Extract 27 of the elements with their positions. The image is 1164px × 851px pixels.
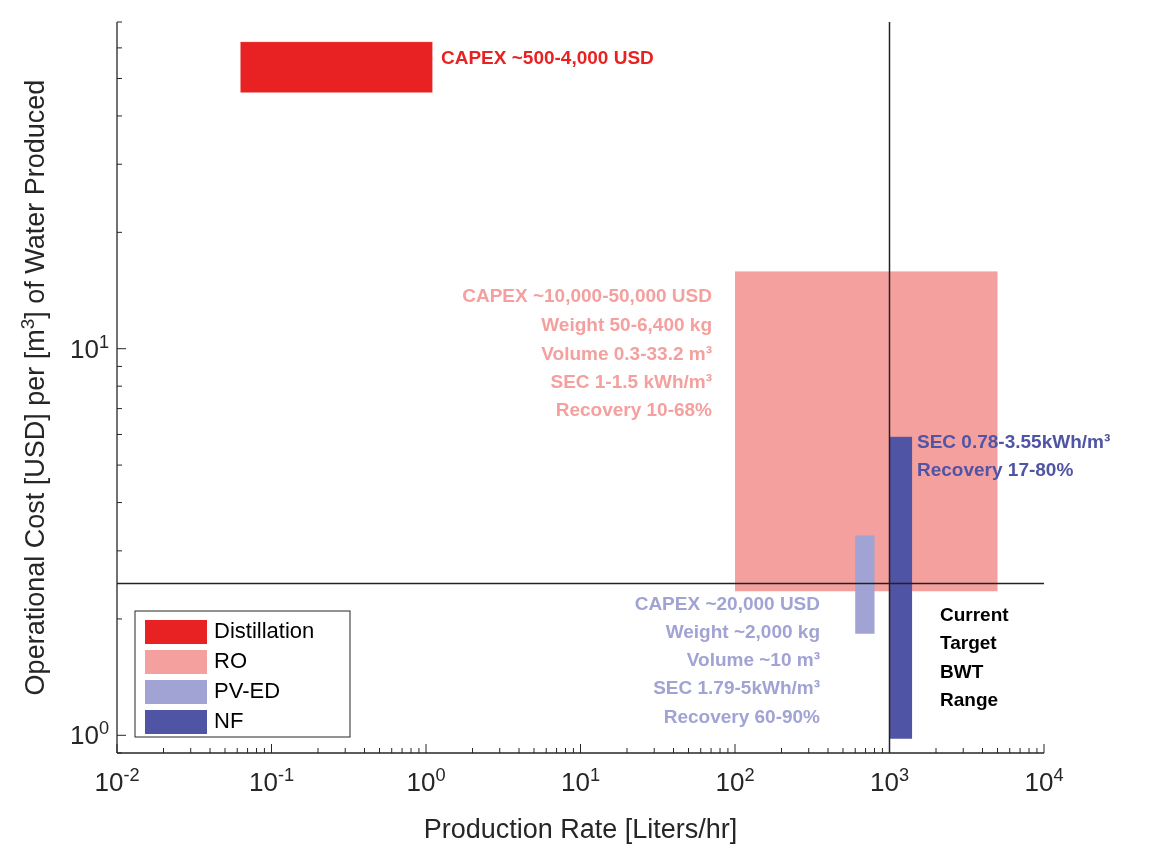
x-tick-label: 10$^{1}$ [560,765,601,797]
annotation: CAPEX ~10,000-50,000 USD [462,285,712,307]
annotation: CAPEX ~20,000 USD [634,593,820,615]
annotation: Volume ~10 m³ [686,649,820,671]
annotation: Target [940,632,998,654]
annotation: BWT [940,661,984,683]
x-tick-label: 10$^{4}$ [1024,765,1064,797]
annotation: Range [940,689,999,711]
x-tick-label: 10$^{-1}$ [248,765,295,797]
x-tick-label: 10$^{-2}$ [94,765,140,797]
annotation: Volume 0.3-33.2 m³ [541,343,712,365]
x-tick-label: 10$^{2}$ [715,765,755,797]
annotation: Recovery 10-68% [555,399,713,421]
legend-label: NF [214,707,244,733]
annotation: Weight ~2,000 kg [665,621,820,643]
x-tick-label: 10$^{3}$ [869,765,910,797]
annotation: Recovery 60-90% [663,706,821,728]
legend-label: RO [214,647,247,673]
annotation: SEC 1-1.5 kWh/m³ [550,371,712,393]
annotation: Weight 50-6,400 kg [541,314,712,336]
annotation: CAPEX ~500-4,000 USD [441,47,654,69]
legend-label: PV-ED [214,677,281,703]
x-tick-label: 10$^{0}$ [406,765,446,797]
legend-label: Distillation [214,617,315,643]
x-axis-title: Production Rate [Liters/hr] [423,814,738,844]
annotation: Current [940,604,1010,626]
annotation: SEC 1.79-5kWh/m³ [653,677,820,699]
